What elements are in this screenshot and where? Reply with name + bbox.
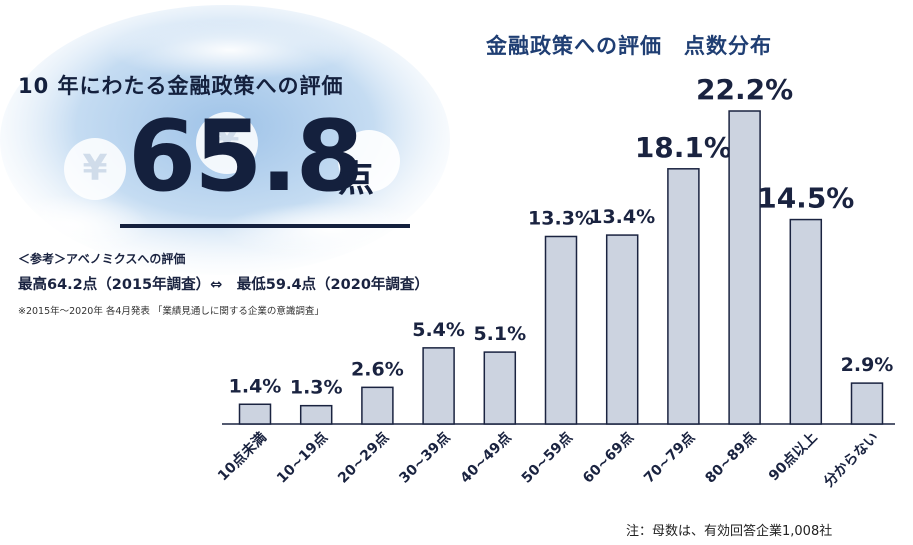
bar-2	[361, 386, 394, 425]
yen-bubble-icon: ¥	[196, 112, 258, 174]
category-label-2: 20~29点	[334, 429, 392, 487]
bar-0	[238, 403, 272, 425]
category-label-3: 30~39点	[396, 429, 454, 487]
score-unit: 点	[338, 159, 375, 200]
yen-bubble-icon	[338, 130, 400, 192]
data-label-7: 18.1%	[635, 131, 732, 164]
bar-1	[299, 404, 333, 425]
category-label-1: 10~19点	[273, 429, 331, 487]
data-label-6: 13.4%	[589, 206, 655, 228]
bar-7	[667, 168, 700, 425]
bar-8	[728, 110, 761, 425]
bar-3	[422, 347, 455, 425]
chart-title: 金融政策への評価 点数分布	[486, 34, 772, 58]
data-label-3: 5.4%	[412, 319, 465, 341]
data-label-8: 22.2%	[696, 73, 793, 106]
yen-bubble-icon: ¥	[64, 138, 126, 200]
reference-title: ＜参考＞アベノミクスへの評価	[18, 252, 186, 266]
category-label-4: 40~49点	[457, 429, 515, 487]
category-label-7: 70~79点	[640, 429, 698, 487]
bar-4	[483, 351, 517, 425]
data-label-9: 14.5%	[757, 182, 854, 215]
data-label-0: 1.4%	[229, 375, 282, 397]
evaluation-subtitle: 10 年にわたる金融政策への評価	[18, 74, 344, 98]
category-label-5: 50~59点	[518, 429, 576, 487]
footnote: 注：母数は、有効回答企業1,008社	[626, 524, 833, 539]
bar-6	[605, 234, 639, 425]
data-label-4: 5.1%	[473, 323, 526, 345]
data-label-5: 13.3%	[528, 207, 594, 229]
reference-source-note: ※2015年～2020年 各4月発表 「業績見通しに関する企業の意識調査」	[18, 306, 324, 317]
category-label-6: 60~69点	[579, 429, 637, 487]
category-label-9: 90点以上	[765, 429, 820, 484]
data-label-1: 1.3%	[290, 377, 343, 399]
bar-10	[850, 382, 884, 425]
average-score: 65.8	[128, 100, 364, 214]
data-label-2: 2.6%	[351, 358, 404, 380]
category-label-0: 10点未満	[214, 429, 269, 484]
bar-9	[789, 218, 823, 425]
category-label-10: 分からない	[821, 430, 882, 491]
score-underline	[120, 224, 410, 228]
category-label-8: 80~89点	[702, 429, 760, 487]
bar-5	[544, 235, 578, 425]
reference-high-low: 最高64.2点（2015年調査）⇔ 最低59.4点（2020年調査）	[18, 277, 429, 293]
data-label-10: 2.9%	[841, 354, 894, 376]
